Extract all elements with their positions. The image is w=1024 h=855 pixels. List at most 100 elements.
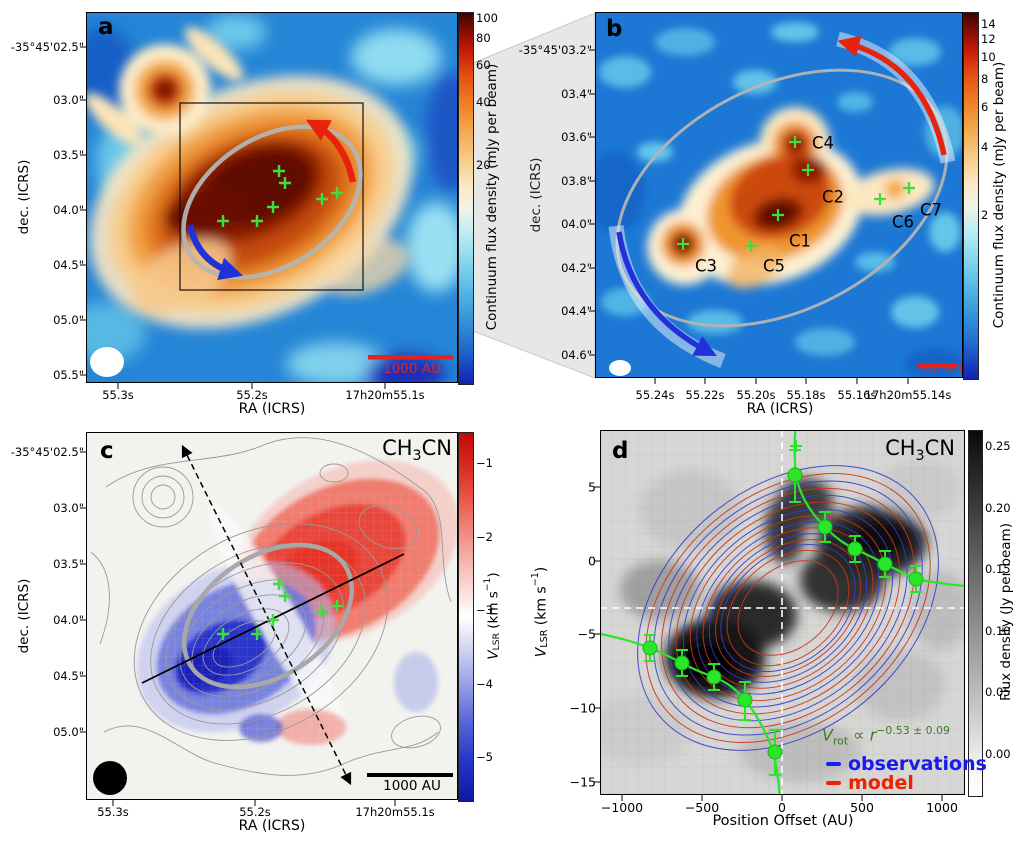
y-tick: 04.0" [561,217,592,231]
core-position-crosses [217,578,343,640]
core-label-c7: C7 [919,200,943,220]
panel-c-label: c [100,438,114,464]
y-axis-label: VLSR (km s−1) [529,566,551,658]
legend-model-label: model [848,772,914,794]
colorbar-label: Continuum flux density (mJy per beam) [991,61,1007,329]
legend-observations-label: observations [848,753,987,775]
rotation-curve-points [642,467,924,760]
panel-d-image [600,430,965,795]
y-tick: 03.4" [561,87,592,101]
y-tick: 03.6" [561,130,592,144]
y-tick: 04.5" [53,669,84,683]
legend-model-dash-icon [826,781,841,785]
colorbar-b [963,12,979,380]
colorbar-label: Flux density (Jy per beam) [998,523,1014,701]
cb-tick: 8 [981,72,989,86]
cb-tick: 80 [476,31,491,45]
cb-tick: −3 [476,603,493,617]
y-tick: −5 [577,626,596,642]
rotation-law-annotation: Vrot ∝ r−0.53 ± 0.09 [822,724,950,748]
scalebar-label: 1000 AU [383,778,441,794]
cb-tick: 0.00 [985,747,1011,761]
x-tick: −500 [684,800,720,815]
error-bars [644,440,922,776]
cb-tick: −5 [476,750,493,764]
y-tick: 05.0" [53,725,84,739]
scalebar-label: 200 AU [917,360,963,375]
x-tick: 55.18s [786,388,826,402]
y-tick: 04.6" [561,348,592,362]
blueshifted-rotation-arrow-icon [616,231,717,357]
panel-b-image [595,12,963,378]
scalebar [368,355,453,360]
y-tick: 04.0" [53,613,84,627]
colorbar-d [968,430,983,797]
x-tick: 1000 [926,800,958,815]
core-position-crosses [677,136,915,252]
y-tick: 04.2" [561,261,592,275]
cb-tick: 14 [981,17,996,31]
panel-a-label: a [98,14,114,40]
cb-tick: 12 [981,32,996,46]
panel-b-map [589,12,963,384]
y-tick: 04.5" [53,258,84,272]
x-tick: 55.2s [239,805,271,819]
x-tick: 55.16s [837,388,877,402]
x-tick: 0 [778,800,786,815]
x-tick: 55.22s [685,388,725,402]
y-tick: 0 [588,553,596,569]
y-tick: -35°45'02.5" [10,445,84,459]
panel-a-map [80,12,458,389]
x-tick: 17h20m55.1s [345,388,425,402]
colorbar-c [458,432,474,802]
x-tick: 17h20m55.1s [355,805,435,819]
x-tick: 55.24s [635,388,675,402]
cb-tick: 10 [981,50,996,64]
outflow-axis-dashed-arrow [181,444,352,786]
axis-ticks [80,451,396,806]
x-axis-label: Position Offset (AU) [712,813,854,829]
y-tick: 03.5" [53,148,84,162]
x-tick: 55.3s [97,805,129,819]
axis-ticks [80,46,386,389]
colorbar-label: Continuum flux density (mJy per beam) [484,63,500,331]
x-axis-label: RA (ICRS) [746,401,814,417]
scalebar [367,773,453,777]
beam-ellipse [609,360,631,376]
cb-tick: 0.15 [985,562,1011,576]
redshifted-rotation-arrow-icon [305,119,357,183]
cb-tick: 40 [476,95,491,109]
core-label-c5: C5 [762,256,786,276]
cb-tick: 0.20 [985,501,1011,515]
y-tick: 05.5" [53,368,84,382]
panel-d-title: CH3CN [885,436,955,465]
y-tick: -35°45'03.2" [518,43,592,57]
cb-tick: 4 [981,140,989,154]
axis-ticks [594,486,943,801]
cb-tick: 0.10 [985,624,1011,638]
cb-tick: 2 [981,208,989,222]
colorbar-a [458,12,474,385]
scalebar-label: 1000 AU [383,361,441,377]
scalebar [918,364,958,368]
cb-tick: 0.25 [985,439,1011,453]
cb-tick: 60 [476,58,491,72]
blueshifted-rotation-arrow-icon [186,224,243,281]
beam-circle [93,761,127,795]
redshifted-rotation-arrow-icon [837,35,947,156]
cb-tick: 6 [981,100,989,114]
panel-d-pv-diagram [594,430,965,801]
x-tick: 500 [850,800,874,815]
y-tick: 03.0" [53,501,84,515]
core-label-c1: C1 [788,231,812,251]
cb-tick: −1 [476,456,493,470]
cb-tick: 0.05 [985,685,1011,699]
core-label-c3: C3 [694,256,718,276]
panel-d-label: d [612,438,629,464]
cb-tick: −4 [476,677,493,691]
y-axis-label: dec. (ICRS) [16,159,32,235]
panel-a-image [86,12,458,383]
y-tick: −10 [569,700,596,716]
secondary-source-blob [86,27,244,147]
